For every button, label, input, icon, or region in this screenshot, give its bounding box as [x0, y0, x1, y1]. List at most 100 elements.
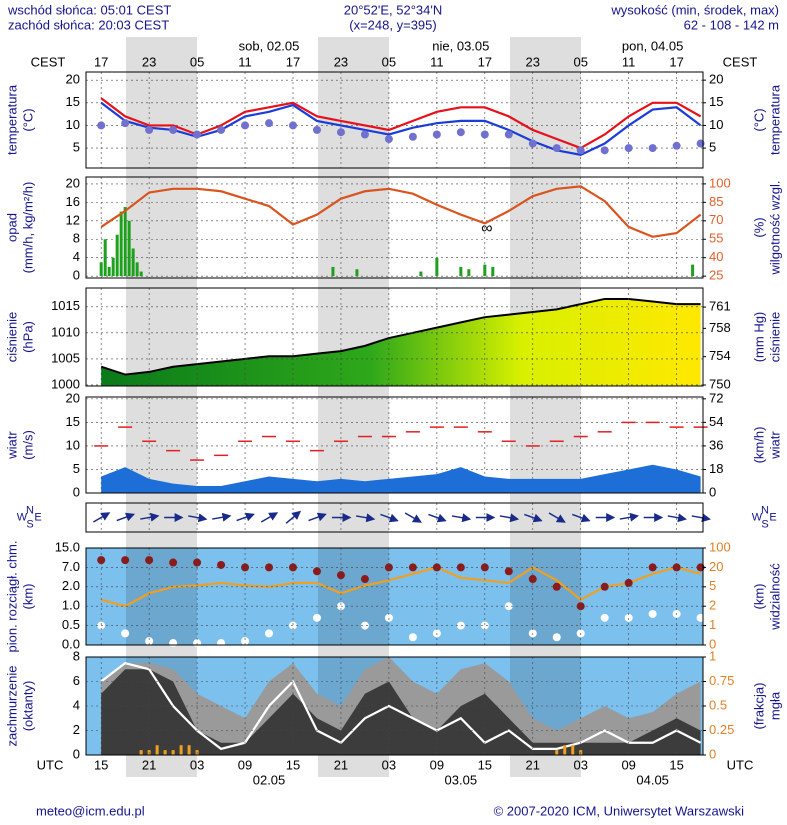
dot — [121, 629, 130, 638]
wind-arrow — [285, 510, 302, 524]
dot — [624, 144, 633, 153]
bar — [135, 262, 139, 277]
dot — [552, 633, 561, 642]
y2-tick-label: 1 — [709, 617, 716, 632]
sunset: zachód słońca: 20:03 CEST — [8, 17, 169, 32]
wind-arrow — [619, 512, 640, 522]
y-axis-label: ciśnienie — [4, 312, 19, 363]
compass-label: E — [769, 511, 776, 523]
y2-axis-label: (mm Hg) — [751, 312, 766, 363]
dot — [193, 130, 202, 139]
dot — [456, 621, 465, 630]
bar — [331, 266, 335, 277]
line — [100, 297, 701, 376]
bar — [187, 745, 191, 755]
dot — [336, 128, 345, 137]
dot — [217, 560, 226, 569]
wind-arrow — [499, 513, 520, 523]
y2-tick-label: 5 — [709, 578, 716, 593]
y-tick-label: 0 — [73, 746, 80, 761]
y2-tick-label: 0 — [709, 636, 716, 651]
cest-tick-label: 05 — [190, 54, 204, 69]
dot — [169, 639, 178, 648]
bar — [107, 266, 111, 277]
cest-tick-label: 17 — [94, 54, 108, 69]
utc-tick-label: 09 — [621, 757, 635, 772]
cest-tick-label: 17 — [286, 54, 300, 69]
y2-tick-label: 0 — [709, 484, 716, 499]
y2-axis-label: (km/h) — [751, 427, 766, 464]
dot — [97, 121, 106, 130]
bar — [123, 206, 127, 277]
night-bands — [126, 37, 581, 777]
y-tick-label: 5 — [73, 140, 80, 155]
bar — [111, 257, 115, 277]
y2-axis-label: temperatura — [767, 84, 782, 155]
y2-axis-label: wiatr — [767, 431, 782, 460]
y2-tick-label: 18 — [709, 461, 723, 476]
y-axis-label: (km) — [20, 584, 35, 610]
dot — [193, 558, 202, 567]
utc-tick-label: 15 — [478, 757, 492, 772]
y-tick-label: 1010 — [51, 324, 80, 339]
wind-arrow — [93, 512, 111, 523]
dot — [312, 567, 321, 576]
y-tick-label: 4 — [73, 697, 80, 712]
dot — [145, 637, 154, 646]
dot — [312, 125, 321, 134]
bar — [491, 266, 495, 277]
dot — [241, 121, 250, 130]
dot — [480, 621, 489, 630]
wind-arrow — [260, 512, 279, 523]
panel-frame — [85, 176, 704, 279]
compass-label: N — [761, 504, 769, 516]
y2-tick-label: 754 — [709, 348, 731, 363]
dot — [145, 556, 154, 565]
utc-title: UTC — [727, 757, 754, 772]
bar — [155, 745, 159, 755]
y-tick-label: 12 — [66, 212, 80, 227]
bar — [691, 264, 695, 277]
cest-title: CEST — [723, 54, 758, 69]
sunrise: wschód słońca: 05:01 CEST — [7, 2, 171, 17]
dot — [265, 563, 274, 572]
y2-tick-label: 0.5 — [709, 697, 727, 712]
line — [100, 185, 702, 238]
y-tick-label: 0.5 — [62, 617, 80, 632]
y2-tick-label: 0 — [709, 746, 716, 761]
compass-label: W — [17, 511, 28, 523]
y2-axis-label: mgła — [767, 691, 782, 720]
panel-frame — [85, 547, 704, 646]
dot — [241, 563, 250, 572]
y2-tick-label: 40 — [709, 249, 723, 264]
compass-label: S — [26, 518, 33, 530]
y2-tick-label: 25 — [709, 268, 723, 283]
dot — [384, 135, 393, 144]
dot — [600, 582, 609, 591]
y2-tick-label: 55 — [709, 231, 723, 246]
dot — [265, 629, 274, 638]
y-axis-label: (oktanty) — [20, 681, 35, 732]
cest-tick-label: 11 — [622, 54, 636, 69]
wind-arrow — [236, 512, 255, 522]
bar — [99, 262, 103, 277]
dot — [624, 578, 633, 587]
bar — [355, 269, 359, 277]
dot — [217, 125, 226, 134]
y2-tick-label: 2 — [709, 598, 716, 613]
dot — [624, 613, 633, 622]
dot — [504, 567, 513, 576]
y-tick-label: 0 — [73, 484, 80, 499]
dot — [384, 563, 393, 572]
day-label: sob, 02.05 — [239, 38, 300, 53]
wind-arrow — [380, 513, 399, 523]
panel-frame — [85, 656, 704, 756]
compass-label: E — [34, 511, 41, 523]
day-label: 04.05 — [636, 772, 669, 787]
day-label: pon, 04.05 — [622, 38, 683, 53]
dot — [552, 144, 561, 153]
bar — [139, 750, 143, 755]
y-tick-label: 20 — [66, 390, 80, 405]
dot — [97, 556, 106, 565]
